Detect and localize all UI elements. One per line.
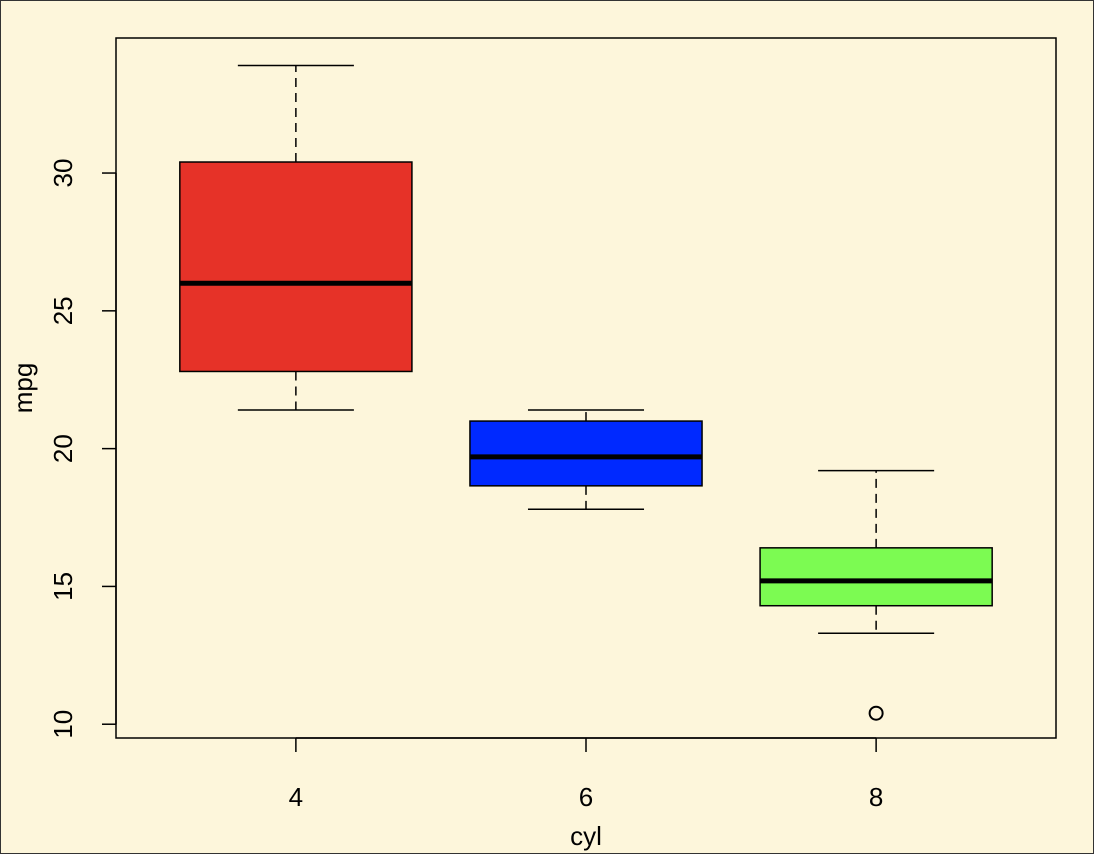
y-tick-label: 20	[48, 434, 78, 463]
box-8	[759, 469, 993, 721]
x-tick-label: 4	[289, 782, 303, 812]
x-tick-label: 8	[869, 782, 883, 812]
y-axis: 10 15 20 25 30	[48, 159, 117, 739]
y-axis-label: mpg	[8, 363, 38, 414]
box-marks	[179, 64, 993, 721]
box-4	[179, 64, 413, 411]
outlier-point	[868, 705, 884, 721]
x-axis: 4 6 8	[289, 737, 883, 812]
x-axis-label: cyl	[570, 821, 602, 851]
box-6	[469, 409, 703, 511]
box-body	[179, 161, 413, 373]
y-tick-label: 30	[48, 159, 78, 188]
y-tick-label: 15	[48, 572, 78, 601]
y-tick-label: 25	[48, 296, 78, 325]
box-body	[759, 547, 993, 607]
x-tick-label: 6	[579, 782, 593, 812]
y-tick-label: 10	[48, 710, 78, 739]
box-body	[469, 420, 703, 487]
